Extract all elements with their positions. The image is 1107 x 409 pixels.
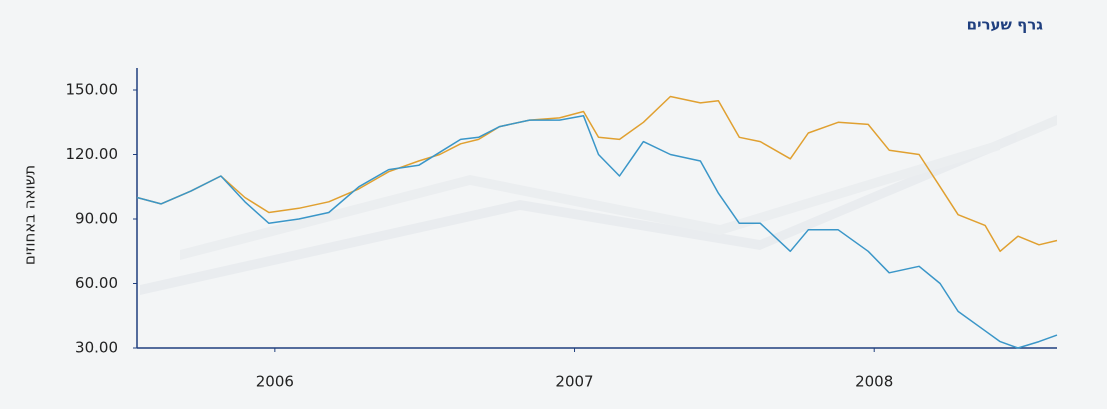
y-axis-label: תשואה באחוזים <box>21 165 39 265</box>
decoration <box>140 115 1057 295</box>
y-tick-label: 60.00 <box>75 274 118 292</box>
x-tick-label: 2008 <box>855 373 893 391</box>
series-line <box>136 115 1058 349</box>
series-line <box>136 95 1058 253</box>
chart-title: גרף שערים <box>967 16 1044 34</box>
y-tick-label: 120.00 <box>66 145 119 163</box>
x-tick-label: 2007 <box>555 373 593 391</box>
y-tick-label: 90.00 <box>75 210 118 228</box>
x-tick-label: 2006 <box>256 373 294 391</box>
y-tick-label: 30.00 <box>75 339 118 357</box>
y-tick-label: 150.00 <box>66 81 119 99</box>
